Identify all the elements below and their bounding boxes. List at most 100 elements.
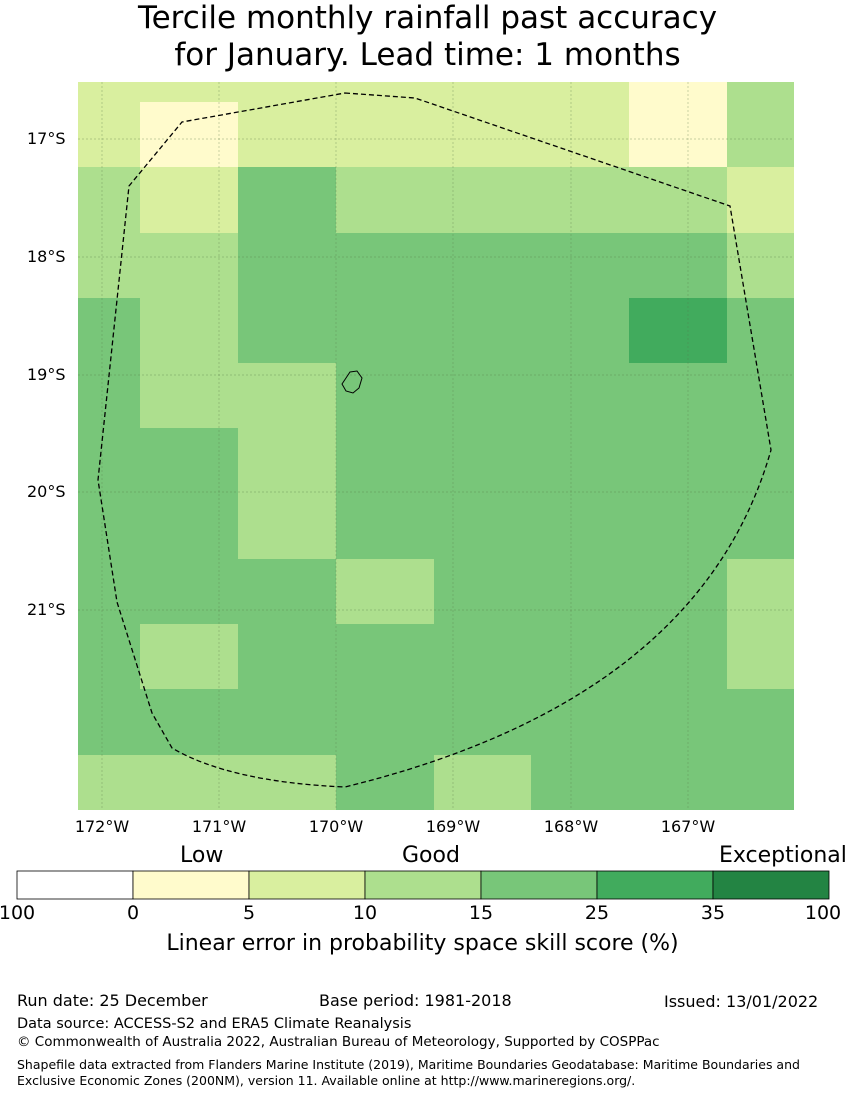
grid-cell [140, 494, 238, 559]
title-line-1: Tercile monthly rainfall past accuracy [137, 0, 718, 36]
grid-cell [238, 82, 336, 167]
grid-cell [531, 233, 629, 298]
grid-cell [727, 298, 794, 363]
grid-cell [336, 167, 434, 233]
legend-swatch [480, 870, 598, 900]
eez-boundary [97, 92, 772, 788]
data-source: Data source: ACCESS-S2 and ERA5 Climate … [17, 1016, 412, 1032]
grid-cell [727, 755, 794, 810]
legend-tick-label: 100 [804, 902, 842, 924]
latitude-label: 20°S [27, 482, 66, 501]
legend-tick-label: 10 [352, 902, 378, 924]
latitude-label: 17°S [27, 129, 66, 148]
shapefile-credit: Shapefile data extracted from Flanders M… [17, 1057, 800, 1088]
grid-cell [78, 82, 140, 167]
grid-cell [140, 233, 238, 298]
grid-cell [629, 624, 727, 689]
legend-tick-label: 25 [584, 902, 610, 924]
grid-cell [336, 494, 434, 559]
legend-swatch [364, 870, 482, 900]
grid-cell [140, 559, 238, 624]
grid-cell [140, 624, 238, 689]
grid-cell [238, 559, 336, 624]
grid-cell [629, 689, 727, 755]
legend-swatch [712, 870, 830, 900]
latitude-label: 21°S [27, 600, 66, 619]
grid-cell [434, 167, 531, 233]
grid-cell [629, 233, 727, 298]
legend-swatch [16, 870, 134, 900]
longitude-label: 170°W [308, 817, 364, 836]
legend-tick-label: 35 [700, 902, 726, 924]
grid-cell [727, 233, 794, 298]
grid-cell [140, 428, 238, 494]
grid-cell [336, 298, 434, 363]
legend-category-low: Low [180, 843, 224, 868]
grid-cell [531, 428, 629, 494]
grid-cell [336, 689, 434, 755]
grid-cell [78, 428, 140, 494]
grid-cell [531, 494, 629, 559]
island-niue [341, 370, 363, 394]
grid-cell [238, 298, 336, 363]
grid-cell [531, 363, 629, 428]
grid-cell [434, 82, 531, 167]
copyright: © Commonwealth of Australia 2022, Austra… [17, 1034, 660, 1050]
grid-cell [531, 755, 629, 810]
grid-cell [531, 167, 629, 233]
grid-cell [336, 428, 434, 494]
grid-cell [727, 363, 794, 428]
grid-cell [629, 363, 727, 428]
grid-cell [727, 494, 794, 559]
grid-cell [238, 363, 336, 428]
grid-cell [238, 167, 336, 233]
grid-cell [140, 167, 238, 233]
grid-cell [238, 494, 336, 559]
grid-cell [238, 428, 336, 494]
grid-cell [434, 233, 531, 298]
grid-cell [727, 82, 794, 167]
map-title: Tercile monthly rainfall past accuracy f… [0, 0, 855, 74]
grid-cell [140, 689, 238, 755]
grid-cell [727, 167, 794, 233]
grid-cell [238, 755, 336, 810]
legend-category-good: Good [402, 843, 460, 868]
grid-cell [629, 298, 727, 363]
grid-cell [629, 428, 727, 494]
grid-cell [629, 494, 727, 559]
grid-cell [727, 428, 794, 494]
grid-cell [629, 167, 727, 233]
longitude-label: 169°W [425, 817, 481, 836]
grid-cell [78, 167, 140, 233]
longitude-label: 171°W [191, 817, 247, 836]
grid-cell [140, 298, 238, 363]
grid-cell [434, 559, 531, 624]
grid-cell [434, 755, 531, 810]
grid-cell [434, 624, 531, 689]
grid-cell [727, 689, 794, 755]
grid-cell [336, 82, 434, 167]
grid-cell [629, 559, 727, 624]
run-date: Run date: 25 December [17, 991, 208, 1010]
longitude-label: 172°W [74, 817, 130, 836]
grid-cell [531, 82, 629, 102]
grid-cell [434, 298, 531, 363]
grid-cell [140, 82, 238, 102]
legend-label: Linear error in probability space skill … [166, 931, 679, 956]
grid-cell [434, 363, 531, 428]
longitude-label: 167°W [660, 817, 716, 836]
grid-cell [434, 428, 531, 494]
grid-cell [727, 559, 794, 624]
grid-cell [238, 689, 336, 755]
grid-cell [78, 559, 140, 624]
grid-cell [78, 755, 140, 810]
issued-date: Issued: 13/01/2022 [664, 992, 819, 1011]
grid-cell [727, 624, 794, 689]
legend-tick-label: 15 [468, 902, 494, 924]
grid-cell [531, 624, 629, 689]
grid-cell [434, 689, 531, 755]
grid-cell [531, 298, 629, 363]
legend-tick-label: 5 [242, 902, 256, 924]
grid-cell [629, 82, 727, 167]
